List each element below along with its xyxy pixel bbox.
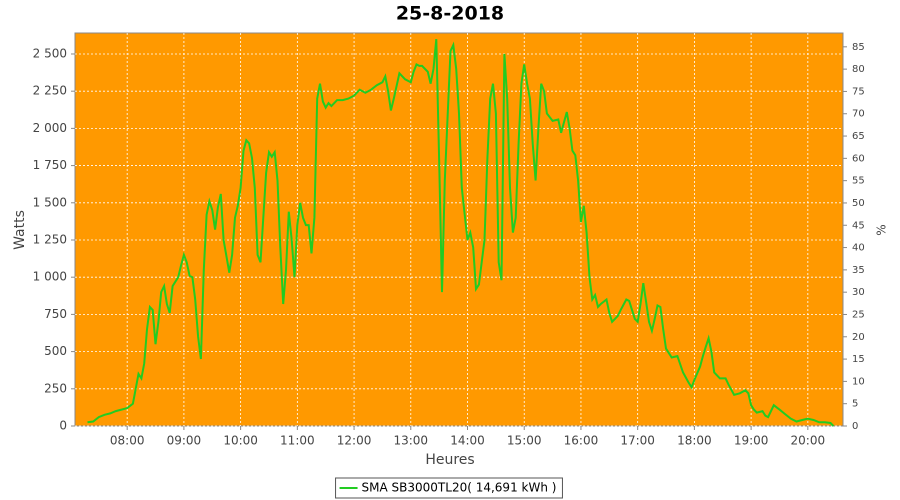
x-tick-label: 10:00: [223, 434, 258, 448]
x-tick-label: 17:00: [620, 434, 655, 448]
y-axis-label: Watts: [12, 210, 28, 250]
y2-tick-label: 35: [852, 265, 865, 276]
x-tick-label: 18:00: [677, 434, 712, 448]
y2-tick-label: 80: [852, 64, 865, 75]
y2-axis-label: %: [875, 224, 889, 235]
y-tick-label: 1 750: [33, 158, 67, 172]
y2-tick-label: 30: [852, 287, 865, 298]
y-tick-label: 500: [44, 344, 67, 358]
chart-title: 25-8-2018: [396, 3, 504, 25]
y2-tick-label: 55: [852, 176, 865, 187]
x-tick-label: 09:00: [167, 434, 202, 448]
y2-tick-label: 10: [852, 376, 865, 387]
y2-tick-label: 20: [852, 332, 865, 343]
y-tick-label: 2 000: [33, 121, 67, 135]
y2-tick-label: 25: [852, 309, 865, 320]
x-tick-label: 20:00: [791, 434, 826, 448]
x-tick-label: 15:00: [507, 434, 542, 448]
x-tick-label: 11:00: [280, 434, 315, 448]
y-tick-label: 2 500: [33, 46, 67, 60]
y2-tick-label: 65: [852, 131, 865, 142]
x-tick-label: 08:00: [110, 434, 145, 448]
y-tick-label: 0: [59, 419, 67, 433]
legend: SMA SB3000TL20( 14,691 kWh ): [335, 477, 563, 499]
y2-tick-label: 50: [852, 198, 865, 209]
y-tick-label: 750: [44, 307, 67, 321]
y2-tick-label: 40: [852, 243, 865, 254]
y2-tick-label: 15: [852, 354, 865, 365]
y2-tick-label: 60: [852, 153, 865, 164]
legend-box: [335, 477, 563, 499]
legend-label: SMA SB3000TL20( 14,691 kWh ): [362, 481, 557, 495]
y2-tick-label: 0: [852, 421, 858, 432]
y-tick-label: 1 000: [33, 270, 67, 284]
series-line: [87, 39, 835, 427]
y2-tick-label: 70: [852, 109, 865, 120]
y2-tick-label: 75: [852, 86, 865, 97]
y-tick-label: 1 250: [33, 232, 67, 246]
y2-tick-label: 45: [852, 220, 865, 231]
y-tick-label: 250: [44, 381, 67, 395]
x-axis-label: Heures: [425, 452, 474, 468]
x-tick-label: 14:00: [450, 434, 485, 448]
x-tick-label: 19:00: [734, 434, 769, 448]
x-tick-label: 16:00: [564, 434, 599, 448]
y2-tick-label: 5: [852, 399, 858, 410]
x-tick-label: 12:00: [337, 434, 372, 448]
y-tick-label: 2 250: [33, 84, 67, 98]
x-tick-label: 13:00: [393, 434, 428, 448]
plot-area: [74, 32, 844, 427]
y-tick-label: 1 500: [33, 195, 67, 209]
y2-tick-label: 85: [852, 42, 865, 53]
